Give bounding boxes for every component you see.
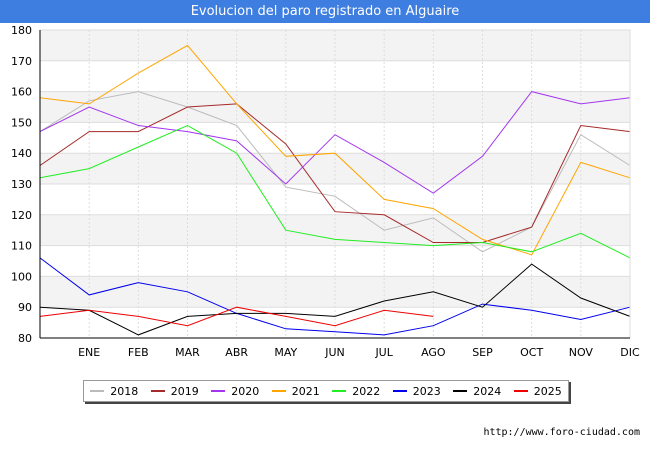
legend-swatch — [513, 390, 528, 392]
legend-item-2019: 2019 — [150, 384, 199, 398]
y-tick-label: 80 — [18, 332, 32, 345]
legend-swatch — [150, 390, 165, 392]
x-tick-label: JUN — [324, 346, 345, 359]
x-tick-label: MAY — [274, 346, 297, 359]
y-tick-label: 150 — [11, 116, 32, 129]
legend-item-2024: 2024 — [453, 385, 501, 398]
x-tick-label: FEB — [128, 346, 149, 359]
legend-item-2025: 2025 — [513, 384, 562, 398]
legend-label: 2023 — [412, 384, 441, 398]
legend-item-2022: 2022 — [332, 385, 380, 398]
x-axis-tick-labels: ENE FEB MAR ABR MAY JUN JUL AGO SEP OCT NOV DIC — [78, 346, 640, 359]
x-tick-label: JUL — [374, 346, 393, 359]
legend-label: 2022 — [352, 384, 381, 398]
footer-url: http://www.foro-ciudad.com — [483, 427, 640, 438]
legend-item-2018: 2018 — [90, 385, 138, 398]
series-line-2023 — [39, 257, 631, 336]
legend-swatch — [271, 390, 286, 392]
legend-swatch — [211, 390, 226, 392]
legend: 2018 2019 2020 2021 2022 2023 2024 2025 — [83, 380, 569, 402]
y-tick-label: 140 — [11, 147, 32, 160]
x-tick-label: DIC — [620, 346, 640, 359]
legend-label: 2025 — [533, 384, 562, 398]
legend-label: 2024 — [473, 384, 502, 398]
legend-item-2023: 2023 — [392, 384, 441, 398]
y-tick-label: 170 — [11, 55, 32, 68]
y-tick-label: 110 — [11, 240, 32, 253]
series-line-2022 — [39, 124, 631, 259]
x-tick-label: NOV — [569, 346, 594, 359]
y-tick-label: 120 — [11, 209, 32, 222]
y-tick-label: 180 — [11, 24, 32, 37]
legend-item-2021: 2021 — [271, 384, 320, 398]
series-line-2019 — [39, 103, 631, 243]
legend-swatch — [90, 390, 105, 392]
legend-swatch — [392, 390, 407, 392]
y-tick-label: 100 — [11, 270, 32, 283]
legend-label: 2019 — [170, 384, 199, 398]
series-line-2024 — [39, 263, 631, 336]
x-tick-label: SEP — [472, 346, 493, 359]
legend-label: 2020 — [231, 384, 260, 398]
series-line-2025 — [39, 306, 434, 327]
y-tick-label: 160 — [11, 86, 32, 99]
legend-swatch — [332, 390, 347, 392]
x-tick-label: ABR — [225, 346, 248, 359]
legend-label: 2021 — [291, 384, 320, 398]
x-tick-label: OCT — [520, 346, 543, 359]
series-lines — [39, 44, 631, 336]
x-tick-label: MAR — [175, 346, 200, 359]
y-tick-label: 90 — [18, 301, 32, 314]
y-tick-label: 130 — [11, 178, 32, 191]
y-axis-tick-labels: 80 90 100 110 120 130 140 150 160 170 180 — [11, 24, 32, 345]
x-tick-label: ENE — [78, 346, 100, 359]
legend-swatch — [453, 390, 468, 392]
legend-label: 2018 — [110, 384, 139, 398]
axes — [39, 29, 631, 339]
x-tick-label: AGO — [421, 346, 446, 359]
series-line-2021 — [39, 44, 631, 256]
series-line-2020 — [39, 91, 631, 194]
chart-title: Evolucion del paro registrado en Alguair… — [0, 0, 650, 23]
legend-item-2020: 2020 — [211, 385, 259, 398]
